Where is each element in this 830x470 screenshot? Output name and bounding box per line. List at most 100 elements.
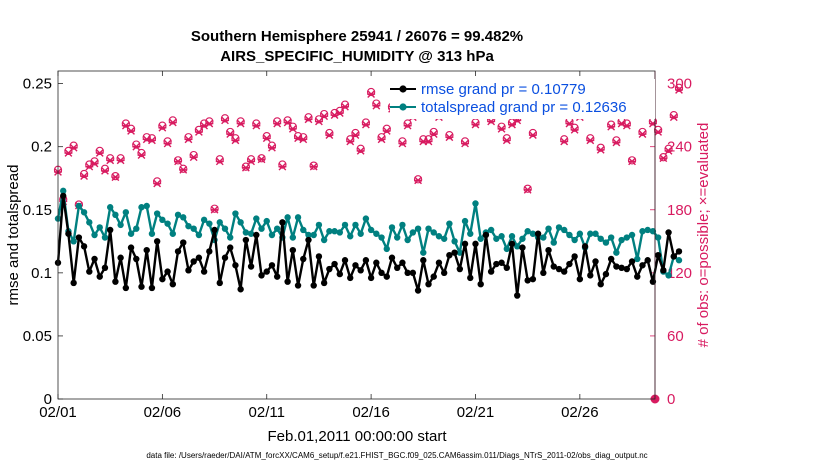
- obs-evaluated-point: [361, 120, 370, 129]
- obs-evaluated-point: [471, 120, 480, 129]
- obs-evaluated-point: [179, 165, 188, 174]
- rmse-point: [127, 244, 135, 251]
- spread-point: [576, 230, 584, 237]
- y2-tick-label: 180: [667, 202, 692, 219]
- rmse-point: [367, 274, 375, 282]
- obs-evaluated-point: [320, 112, 329, 121]
- spread-point: [268, 231, 276, 239]
- rmse-point: [514, 292, 521, 299]
- spread-point: [649, 228, 657, 235]
- rmse-point: [227, 244, 234, 251]
- spread-point: [326, 228, 333, 235]
- spread-point: [456, 249, 464, 256]
- spread-point: [164, 220, 171, 227]
- obs-possible-point: [210, 204, 219, 213]
- obs-evaluated-point: [283, 118, 292, 127]
- rmse-point: [352, 262, 359, 269]
- obs-possible-point: [142, 133, 151, 142]
- obs-possible-point: [111, 171, 120, 181]
- rmse-point: [143, 246, 150, 254]
- spread-point: [86, 219, 93, 226]
- rmse-point: [581, 243, 589, 250]
- spread-point: [644, 226, 651, 234]
- spread-point: [70, 238, 77, 245]
- legend-spread-marker: [399, 103, 407, 111]
- spread-point: [560, 226, 568, 234]
- chart-subtitle: AIRS_SPECIFIC_HUMIDITY @ 313 hPa: [220, 48, 494, 65]
- obs-evaluated-point: [669, 113, 678, 122]
- obs-possible-point: [346, 135, 355, 144]
- rmse-point: [247, 263, 255, 270]
- obs-possible-point: [126, 124, 136, 133]
- obs-possible-point: [288, 122, 297, 131]
- obs-possible-point: [627, 156, 637, 165]
- rmse-point: [634, 273, 641, 280]
- spread-point: [388, 224, 396, 231]
- rmse-point: [534, 230, 542, 237]
- spread-point: [101, 234, 109, 241]
- obs-possible-point: [184, 133, 193, 142]
- spread-point: [289, 234, 297, 241]
- rmse-point: [347, 274, 354, 282]
- rmse-point: [164, 268, 171, 275]
- obs-evaluated-point: [236, 119, 245, 128]
- spread-point: [96, 224, 103, 231]
- obs-evaluated-point: [127, 127, 136, 135]
- y-axis-label: rmse and totalspread: [5, 165, 22, 306]
- y-tick-label: 0.2: [31, 139, 52, 156]
- y-tick-label: 0: [44, 391, 52, 408]
- rmse-point: [96, 273, 103, 280]
- rmse-point: [493, 260, 500, 268]
- rmse-point: [550, 263, 557, 270]
- rmse-point: [555, 265, 563, 273]
- rmse-point: [300, 255, 307, 263]
- rmse-point: [190, 258, 197, 265]
- obs-possible-point: [132, 140, 141, 149]
- rmse-point: [639, 262, 646, 269]
- obs-possible-point: [361, 118, 371, 127]
- spread-point: [508, 233, 516, 240]
- rmse-point: [70, 279, 77, 287]
- rmse-point: [153, 238, 161, 245]
- rmse-point: [112, 278, 119, 285]
- obs-possible-point: [189, 150, 198, 160]
- obs-evaluated-point: [163, 139, 172, 148]
- obs-evaluated-point: [189, 153, 198, 162]
- obs-evaluated-point: [341, 102, 350, 111]
- obs-evaluated-point: [497, 124, 506, 133]
- rmse-point: [289, 246, 297, 254]
- obs-evaluated-point: [523, 185, 532, 194]
- rmse-point: [122, 284, 130, 292]
- spread-point: [634, 255, 641, 263]
- obs-evaluated-point: [168, 118, 177, 127]
- rmse-point: [106, 226, 114, 234]
- spread-point: [529, 230, 537, 237]
- obs-evaluated-point: [95, 149, 104, 157]
- obs-evaluated-point: [304, 115, 313, 124]
- y2-tick-label: 0: [667, 391, 675, 408]
- spread-point: [357, 230, 364, 237]
- rmse-point: [373, 259, 380, 266]
- x-tick-label: 02/16: [352, 404, 390, 421]
- obs-evaluated-point: [429, 130, 438, 138]
- rmse-point: [409, 269, 417, 277]
- rmse-point: [180, 239, 187, 246]
- obs-evaluated-point: [586, 136, 595, 145]
- rmse-point: [576, 275, 584, 283]
- obs-possible-point: [69, 141, 78, 150]
- spread-point: [122, 209, 130, 216]
- obs-possible-point: [413, 175, 423, 184]
- obs-evaluated-point: [487, 117, 496, 126]
- spread-point: [138, 204, 145, 211]
- rmse-point: [331, 260, 338, 268]
- spread-point: [602, 239, 610, 246]
- obs-evaluated-point: [153, 179, 162, 188]
- obs-evaluated-point: [622, 121, 631, 130]
- spread-point: [493, 235, 500, 242]
- obs-possible-point: [403, 119, 412, 128]
- obs-possible-point: [319, 109, 329, 119]
- obs-evaluated-point: [220, 116, 229, 125]
- obs-possible-point: [246, 155, 256, 164]
- obs-evaluated-point: [252, 121, 261, 130]
- obs-possible-point: [236, 117, 245, 126]
